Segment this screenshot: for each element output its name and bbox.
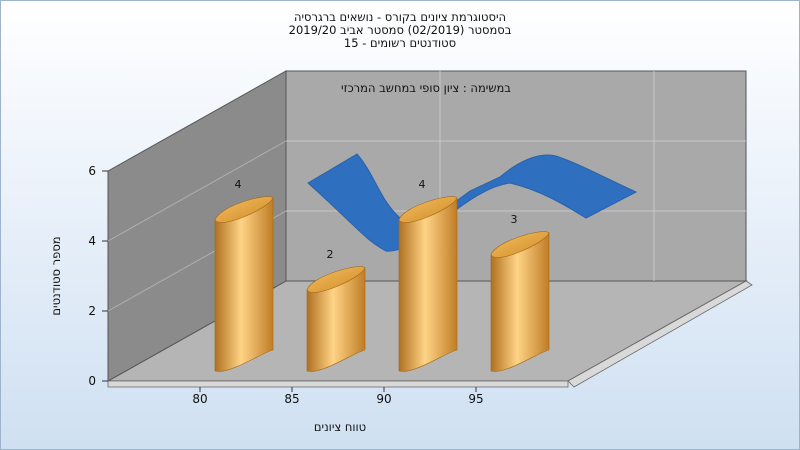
bar-data-label: 4 — [235, 178, 242, 191]
x-tick-label: 85 — [284, 392, 299, 406]
bar-cap — [490, 231, 550, 258]
bar-cap — [214, 196, 274, 223]
x-axis-title: טווח ציונים — [314, 420, 366, 434]
bar: 4 — [398, 178, 458, 372]
bar-data-label: 4 — [419, 178, 426, 191]
floor-right-edge — [567, 280, 753, 388]
bar-cap — [306, 266, 366, 293]
chart-title-line-1: היסטוגרמת ציונים בקורס - נושאים ברגרסיה — [293, 10, 507, 24]
gridline-side — [107, 140, 287, 242]
chart-title-block: היסטוגרמת ציונים בקורס - נושאים ברגרסיה … — [0, 11, 800, 50]
bar-body — [490, 232, 550, 372]
tick-labels-group: 0 2 4 6 80 85 90 95 — [88, 164, 483, 406]
chart-title-line-3: סטודנטים רשומים - 15 — [343, 36, 457, 50]
bar-cap — [398, 196, 458, 223]
y-tick-label: 4 — [88, 234, 96, 248]
y-tick-label: 0 — [88, 374, 96, 388]
x-tick-label: 90 — [376, 392, 391, 406]
chart-title-line-2: בסמסטר (02/2019) סמסטר אביב 2019/20 — [288, 23, 512, 37]
bar-body — [214, 197, 274, 372]
y-tick-label: 6 — [88, 164, 96, 178]
bar-data-label: 2 — [327, 248, 334, 261]
x-tick-label: 95 — [468, 392, 483, 406]
bar: 2 — [306, 248, 366, 372]
y-tick-label: 2 — [88, 304, 96, 318]
bars-group: 4 2 4 3 — [214, 178, 550, 372]
bar-data-label: 3 — [511, 213, 518, 226]
floor-front-edge — [107, 380, 569, 388]
bar: 3 — [490, 213, 550, 372]
bar-body — [306, 267, 366, 372]
y-axis-title: מספר סטודנטים — [49, 236, 63, 315]
bar: 4 — [214, 178, 274, 372]
chart-inner-title: במשימה : ציון סופי במחשב המרכזי — [341, 81, 511, 95]
bar-body — [398, 197, 458, 372]
x-tick-label: 80 — [192, 392, 207, 406]
